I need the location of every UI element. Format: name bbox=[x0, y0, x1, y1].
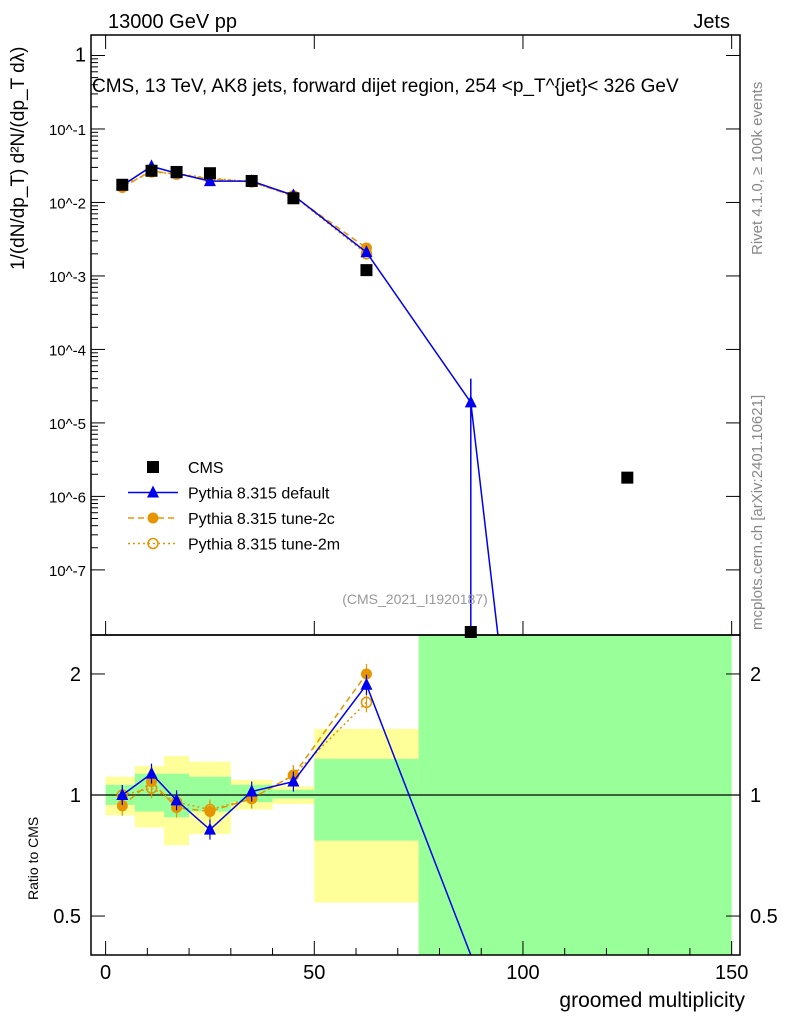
ratio-band-green bbox=[314, 758, 419, 841]
ratio-band-green bbox=[272, 789, 315, 799]
x-tick-label: 50 bbox=[303, 962, 325, 984]
data-point-0 bbox=[170, 165, 183, 178]
y-tick-label: 10^-2 bbox=[49, 195, 86, 212]
ratio-point-0 bbox=[170, 793, 183, 806]
ratio-point-0 bbox=[360, 677, 373, 690]
y-tick-label: 10^-4 bbox=[49, 342, 86, 359]
chart-title: CMS, 13 TeV, AK8 jets, forward dijet reg… bbox=[92, 76, 679, 97]
data-point-0 bbox=[464, 626, 477, 638]
legend-marker bbox=[147, 512, 159, 524]
legend-label: CMS bbox=[188, 460, 224, 477]
legend: CMS Pythia 8.315 default Pythia 8.315 tune… bbox=[128, 460, 340, 554]
analysis-watermark: (CMS_2021_I1920187) bbox=[342, 591, 488, 607]
series-line-2 bbox=[121, 169, 367, 249]
ratio-point-0 bbox=[116, 788, 129, 800]
data-point-1 bbox=[360, 245, 373, 258]
legend-label: Pythia 8.315 default bbox=[188, 486, 330, 503]
x-tick-label: 0 bbox=[100, 962, 111, 984]
ratio-point-2 bbox=[360, 696, 373, 709]
legend-label: Pythia 8.315 tune-2m bbox=[188, 537, 340, 554]
main-ylabel: 1/(dN/dp_T) d²N/(dp_T dλ) bbox=[8, 46, 29, 270]
data-point-0 bbox=[621, 471, 634, 484]
x-tick-label: 100 bbox=[506, 962, 539, 984]
data-point-0 bbox=[116, 178, 129, 191]
y-tick-label: 10^-6 bbox=[49, 489, 86, 506]
legend-marker bbox=[147, 485, 159, 498]
ratio-y-tick-label: 2 bbox=[70, 664, 81, 686]
data-point-1 bbox=[203, 174, 216, 187]
y-tick-label: 10^-3 bbox=[49, 269, 86, 286]
rivet-version-label: Rivet 4.1.0, ≥ 100k events bbox=[749, 82, 766, 255]
header-left: 13000 GeV pp bbox=[108, 11, 237, 33]
data-point-1 bbox=[464, 395, 477, 408]
series-line-3 bbox=[121, 171, 367, 255]
ratio-y-tick-label-right: 0.5 bbox=[750, 906, 778, 928]
legend-marker bbox=[147, 461, 159, 473]
y-tick-label: 1 bbox=[75, 44, 86, 66]
x-tick-label: 150 bbox=[715, 962, 748, 984]
data-point-0 bbox=[245, 174, 258, 187]
y-tick-label: 10^-1 bbox=[49, 122, 86, 139]
ratio-point-1 bbox=[360, 668, 372, 680]
ratio-point-0 bbox=[203, 822, 216, 835]
ratio-point-0 bbox=[145, 766, 158, 779]
ratio-point-0 bbox=[245, 784, 258, 797]
y-tick-label: 10^-5 bbox=[49, 416, 86, 433]
ratio-point-1 bbox=[116, 800, 128, 812]
ratio-y-tick-label: 0.5 bbox=[53, 906, 81, 928]
data-point-0 bbox=[287, 192, 300, 205]
ratio-y-tick-label-right: 2 bbox=[750, 664, 761, 686]
xlabel: groomed multiplicity bbox=[559, 989, 745, 1012]
data-point-0 bbox=[360, 264, 373, 277]
ratio-y-tick-label-right: 1 bbox=[750, 785, 761, 807]
ratio-y-tick-label: 1 bbox=[70, 785, 81, 807]
y-tick-label: 10^-7 bbox=[49, 563, 86, 580]
ratio-ylabel: Ratio to CMS bbox=[25, 817, 41, 900]
legend-label: Pythia 8.315 tune-2c bbox=[188, 511, 335, 528]
legend-marker bbox=[147, 537, 159, 550]
data-point-0 bbox=[145, 164, 158, 177]
data-point-0 bbox=[203, 167, 216, 180]
mcplots-label: mcplots.cern.ch [arXiv:2401.10621] bbox=[749, 395, 766, 630]
header-right: Jets bbox=[693, 11, 730, 33]
ratio-point-1 bbox=[204, 805, 216, 817]
series-line-1 bbox=[121, 165, 499, 636]
ratio-point-0 bbox=[287, 774, 300, 787]
